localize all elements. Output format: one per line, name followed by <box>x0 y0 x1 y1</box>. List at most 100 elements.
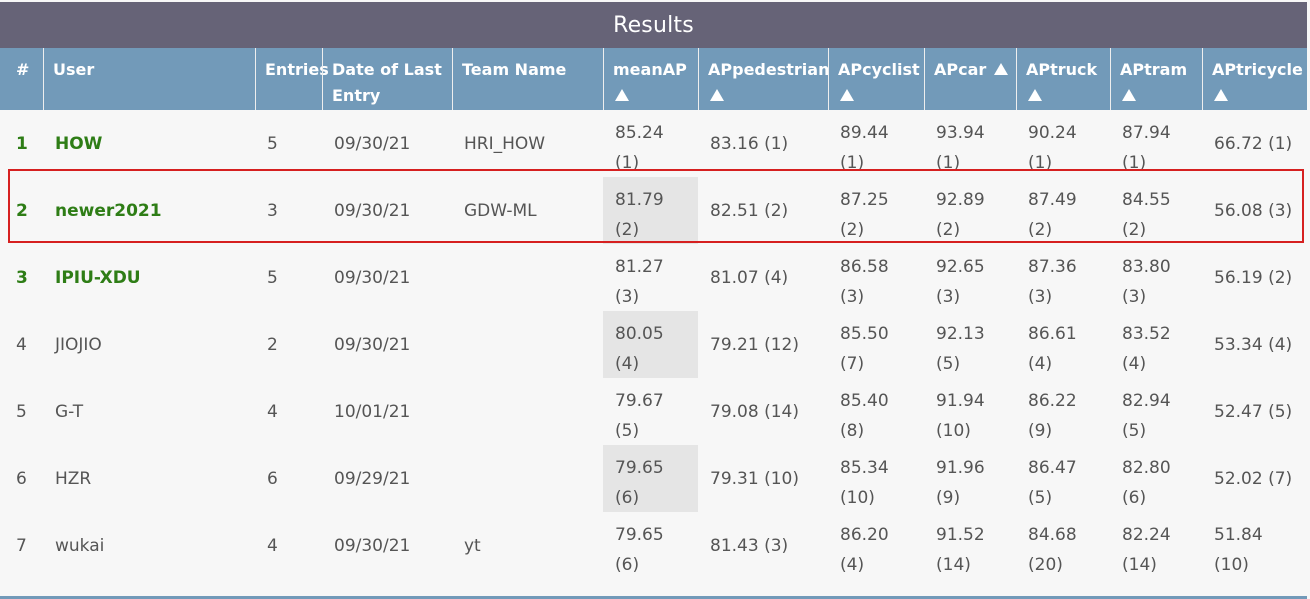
header-entries: Entries <box>255 48 329 110</box>
apcyclist-cell: 85.50 (7) <box>828 311 924 378</box>
meanap-cell-rank: (3) <box>615 287 640 307</box>
aptram-cell-rank: (1) <box>1122 153 1147 173</box>
meanap-cell: 85.24 (1) <box>603 110 698 177</box>
header-aptram[interactable]: APtram <box>1110 48 1202 110</box>
header-appedestrian[interactable]: APpedestrian <box>698 48 829 110</box>
header-apcyclist-label: APcyclist <box>838 60 920 79</box>
aptram-cell: 83.52 (4) <box>1110 311 1202 378</box>
appedestrian-cell: 82.51 (2) <box>710 200 789 221</box>
apcar-cell: 92.89 (2) <box>924 177 1016 244</box>
apcar-cell: 91.94 (10) <box>924 378 1016 445</box>
date-cell: 10/01/21 <box>334 401 411 422</box>
rank-cell: 5 <box>16 401 27 422</box>
aptruck-cell: 86.61 (4) <box>1016 311 1110 378</box>
aptram-cell-value: 83.52 <box>1122 324 1171 344</box>
aptram-cell-value: 82.80 <box>1122 458 1171 478</box>
entries-cell: 5 <box>267 133 278 154</box>
date-cell: 09/30/21 <box>334 133 411 154</box>
rank-cell: 4 <box>16 334 27 355</box>
sort-up-arrow-icon[interactable] <box>710 88 724 101</box>
sort-up-arrow-icon[interactable] <box>1214 88 1228 101</box>
meanap-cell-rank: (2) <box>615 220 640 240</box>
user-link[interactable]: HZR <box>55 468 92 489</box>
header-apcar-label: APcar <box>934 60 987 79</box>
apcar-cell-rank: (2) <box>936 220 961 240</box>
aptram-cell: 87.94 (1) <box>1110 110 1202 177</box>
aptruck-cell-rank: (2) <box>1028 220 1053 240</box>
apcar-cell-value: 91.52 <box>936 525 985 545</box>
aptruck-cell-value: 90.24 <box>1028 123 1077 143</box>
header-date-label: Date of Last Entry <box>332 60 442 105</box>
apcyclist-cell-rank: (7) <box>840 354 865 374</box>
appedestrian-cell: 79.21 (12) <box>710 334 799 355</box>
aptram-cell-value: 87.94 <box>1122 123 1171 143</box>
aptram-cell: 82.24 (14) <box>1110 512 1202 579</box>
aptram-cell: 82.94 (5) <box>1110 378 1202 445</box>
meanap-cell-value: 81.27 <box>615 257 664 277</box>
aptram-cell-value: 83.80 <box>1122 257 1171 277</box>
header-team: Team Name <box>452 48 603 110</box>
rank-cell: 1 <box>16 133 28 154</box>
aptruck-cell-rank: (5) <box>1028 488 1053 508</box>
user-link[interactable]: JIOJIO <box>55 334 102 355</box>
header-apcar[interactable]: APcar <box>924 48 1016 110</box>
entries-cell: 6 <box>267 468 278 489</box>
aptram-cell-value: 82.24 <box>1122 525 1171 545</box>
header-meanap[interactable]: meanAP <box>603 48 698 110</box>
user-link[interactable]: G-T <box>55 401 84 422</box>
apcyclist-cell-rank: (1) <box>840 153 865 173</box>
sort-up-arrow-icon[interactable] <box>993 62 1008 75</box>
appedestrian-cell: 81.43 (3) <box>710 535 789 556</box>
apcar-cell-rank: (3) <box>936 287 961 307</box>
apcyclist-cell-value: 85.40 <box>840 391 889 411</box>
meanap-cell-rank: (4) <box>615 354 640 374</box>
aptruck-cell: 90.24 (1) <box>1016 110 1110 177</box>
aptricycle-cell: 51.84 (10) <box>1202 512 1307 579</box>
aptruck-cell-rank: (4) <box>1028 354 1053 374</box>
user-link[interactable]: HOW <box>55 133 103 154</box>
header-aptricycle-label: APtricycle <box>1212 60 1303 79</box>
table-row: 4 JIOJIO 2 09/30/21 80.05 (4) 79.21 (12) 85.50 (… <box>0 311 1307 378</box>
appedestrian-cell: 83.16 (1) <box>710 133 789 154</box>
sort-up-arrow-icon[interactable] <box>840 88 854 101</box>
header-aptruck[interactable]: APtruck <box>1016 48 1110 110</box>
apcyclist-cell-value: 89.44 <box>840 123 889 143</box>
header-aptricycle[interactable]: APtricycle <box>1202 48 1307 110</box>
meanap-cell-value: 79.65 <box>615 458 664 478</box>
appedestrian-cell: 79.08 (14) <box>710 401 799 422</box>
aptruck-cell-value: 86.22 <box>1028 391 1077 411</box>
header-apcyclist[interactable]: APcyclist <box>828 48 924 110</box>
team-cell <box>452 378 603 445</box>
sort-up-arrow-icon[interactable] <box>1122 88 1136 101</box>
user-link[interactable]: IPIU-XDU <box>55 267 141 288</box>
apcyclist-cell-rank: (10) <box>840 488 875 508</box>
apcar-cell-rank: (9) <box>936 488 961 508</box>
aptram-cell: 82.80 (6) <box>1110 445 1202 512</box>
header-aptruck-label: APtruck <box>1026 60 1098 79</box>
apcar-cell-value: 92.13 <box>936 324 985 344</box>
apcar-cell-rank: (5) <box>936 354 961 374</box>
aptricycle-cell: 66.72 (1) <box>1214 133 1293 154</box>
aptruck-cell-rank: (3) <box>1028 287 1053 307</box>
aptricycle-cell: 56.08 (3) <box>1214 200 1293 221</box>
rank-cell: 3 <box>16 267 28 288</box>
apcar-cell-value: 91.96 <box>936 458 985 478</box>
apcyclist-cell: 85.40 (8) <box>828 378 924 445</box>
apcyclist-cell: 87.25 (2) <box>828 177 924 244</box>
header-team-label: Team Name <box>462 60 567 79</box>
team-cell <box>452 311 603 378</box>
user-link[interactable]: newer2021 <box>55 200 162 221</box>
apcar-cell: 92.65 (3) <box>924 244 1016 311</box>
team-cell: HRI_HOW <box>464 133 546 154</box>
aptram-cell-value: 84.55 <box>1122 190 1171 210</box>
aptruck-cell: 87.36 (3) <box>1016 244 1110 311</box>
aptricycle-cell-value: 51.84 <box>1214 525 1263 545</box>
entries-cell: 5 <box>267 267 278 288</box>
aptram-cell: 84.55 (2) <box>1110 177 1202 244</box>
meanap-cell: 81.27 (3) <box>603 244 698 311</box>
meanap-cell: 79.65 (6) <box>603 512 698 579</box>
aptram-cell-rank: (5) <box>1122 421 1147 441</box>
sort-up-arrow-icon[interactable] <box>615 88 629 101</box>
user-link[interactable]: wukai <box>55 535 105 556</box>
sort-up-arrow-icon[interactable] <box>1028 88 1042 101</box>
